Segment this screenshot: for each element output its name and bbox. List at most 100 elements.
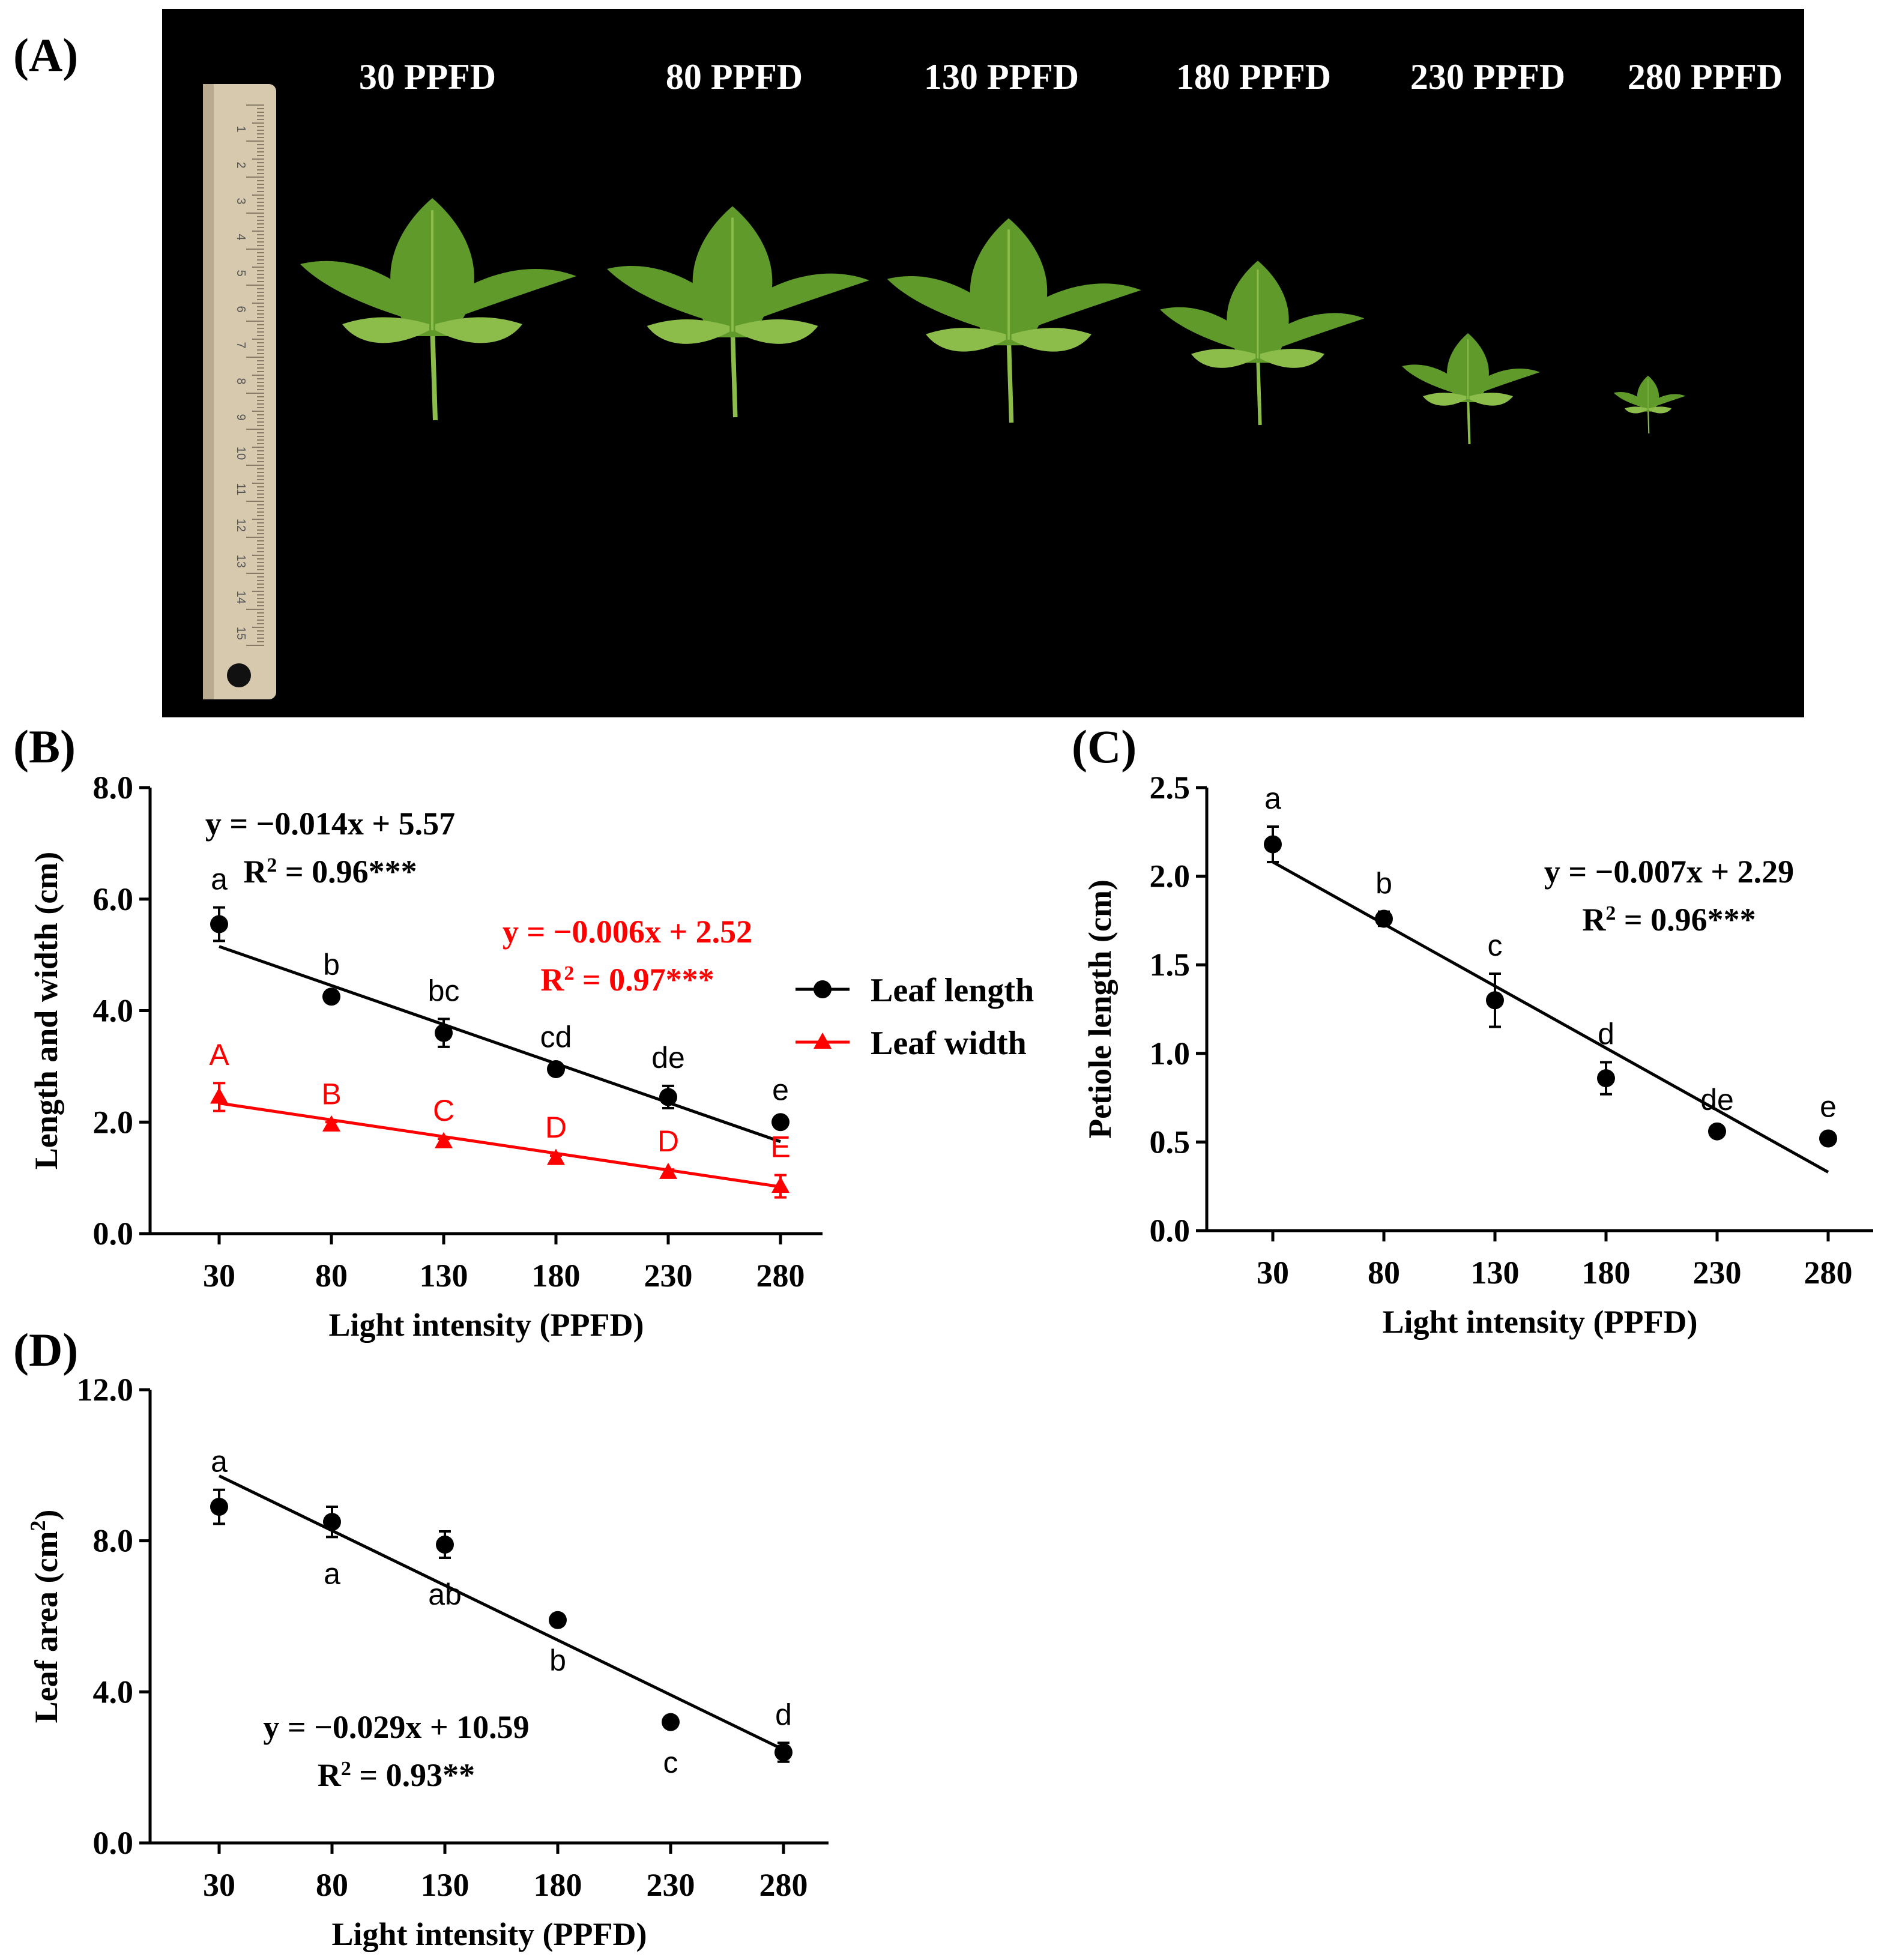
y-tick-label: 0.0 [93,1825,134,1861]
ruler-number: 10 [234,447,247,460]
legend-label: Leaf width [871,1025,1027,1062]
significance-letter: D [545,1111,567,1144]
significance-letter: de [1700,1083,1734,1117]
x-axis-title: Light intensity (PPFD) [329,1307,644,1343]
significance-letter: b [323,948,340,982]
fit-line [219,945,781,1144]
leaf-lobe [887,276,1003,334]
leaf-lobe [1625,406,1647,414]
y-tick-label: 8.0 [93,770,134,806]
y-axis-title: Petiole length (cm) [1082,879,1118,1139]
ruler-number: 11 [234,483,247,496]
ppfd-label-30: 30 PPFD [359,57,496,97]
data-point [1597,1069,1615,1088]
significance-letter: a [211,1445,228,1479]
leaf-lobe [1191,349,1256,368]
significance-letter: c [1488,929,1503,962]
panel-label-a: (A) [13,29,78,81]
ruler-body [203,84,276,699]
r-squared: R2 = 0.96*** [243,854,417,890]
leaf-stem [1006,334,1014,423]
leaf-lobe [1471,369,1540,396]
significance-letter: B [321,1077,341,1111]
ppfd-label-80: 80 PPFD [666,57,803,97]
r-squared: R2 = 0.97*** [540,962,714,998]
x-axis-title: Light intensity (PPFD) [1383,1304,1698,1340]
significance-letter: b [1375,867,1392,900]
ppfd-label-180: 180 PPFD [1176,57,1331,97]
leaf-lobe [438,269,576,324]
leaf-lobe [1014,283,1141,334]
ppfd-label-130: 130 PPFD [924,57,1079,97]
leaf-lobe [926,328,1006,352]
data-point [323,1513,341,1531]
legend-marker [814,980,832,998]
leaf-stem [1467,396,1471,445]
series-0: a b c d de e y = −0.007x + 2.29 R2 = 0.96*** [1264,782,1837,1174]
x-tick-label: 130 [420,1258,468,1294]
series-leaf-width: A B C D D Ey = −0.006x + 2.52 R2 = 0.97*** [209,914,791,1199]
fit-line [219,1102,781,1189]
y-tick-label: 12.0 [77,1372,134,1408]
leaf-stem [1256,354,1262,426]
chart-c: 0.0 0.5 1.0 1.5 2.0 2.5 30 80 130 180 230 280 Light … [1082,770,1873,1340]
legend-item: Leaf width [796,1025,1027,1062]
leaf-stem [430,324,438,421]
significance-letter: a [211,863,228,896]
leaf-lobe [1423,393,1467,406]
ruler-number: 6 [234,306,247,312]
ruler-number: 13 [234,555,247,568]
leaf-5 [1402,333,1540,445]
ruler-number: 9 [234,414,247,420]
leaf-4 [1160,261,1365,426]
leaf-lobe [1649,394,1686,409]
leaf-lobe [1160,307,1254,354]
leaf-lobe [1469,393,1513,406]
x-tick-label: 180 [1582,1255,1631,1291]
x-tick-label: 80 [316,1867,348,1903]
panel-label-b: (B) [13,720,76,773]
y-tick-label: 4.0 [93,1674,134,1710]
data-point [549,1611,567,1629]
significance-letter: E [770,1130,790,1163]
fit-line [1272,860,1829,1174]
y-axis-title: Length and width (cm) [28,852,64,1170]
ppfd-label-280: 280 PPFD [1628,57,1783,97]
data-point [1486,991,1504,1010]
ruler-hole [227,663,251,687]
significance-letter: a [324,1557,340,1590]
chart-b: 0.0 2.0 4.0 6.0 8.0 30 80 130 180 230 280 Light int… [28,770,1034,1343]
ruler-number: 3 [234,198,247,204]
leaf-lobe [1649,406,1671,414]
leaves [300,198,1686,445]
leaf-2 [607,206,869,418]
ppfd-label-230: 230 PPFD [1410,57,1565,97]
data-point [771,1177,790,1193]
significance-letter: ab [428,1578,462,1611]
x-axis-title: Light intensity (PPFD) [332,1916,647,1952]
data-point [1708,1122,1726,1141]
ruler-number: 5 [234,270,247,276]
leaf-lobe [300,261,426,324]
leaf-lobe [1402,364,1465,396]
data-point [547,1148,565,1165]
leaf-6 [1613,375,1686,434]
fit-line [218,1474,785,1751]
ruler-number: 7 [234,342,247,348]
significance-letter: d [775,1698,792,1731]
leaf-stem [730,325,738,418]
x-tick-label: 30 [203,1258,235,1294]
data-point [1264,835,1282,854]
data-point [659,1088,677,1106]
ruler-number: 4 [234,234,247,240]
y-axis-title: Leaf area (cm2) [26,1510,64,1723]
leaf-lobe [435,317,522,343]
y-tick-label: 2.0 [1150,858,1191,894]
leaf-lobe [647,319,730,344]
data-point [435,1024,453,1042]
leaf-stem [1647,408,1650,434]
leaf-lobe [342,317,429,343]
x-tick-label: 30 [203,1867,235,1903]
data-point [436,1535,454,1554]
x-tick-label: 280 [756,1258,805,1294]
